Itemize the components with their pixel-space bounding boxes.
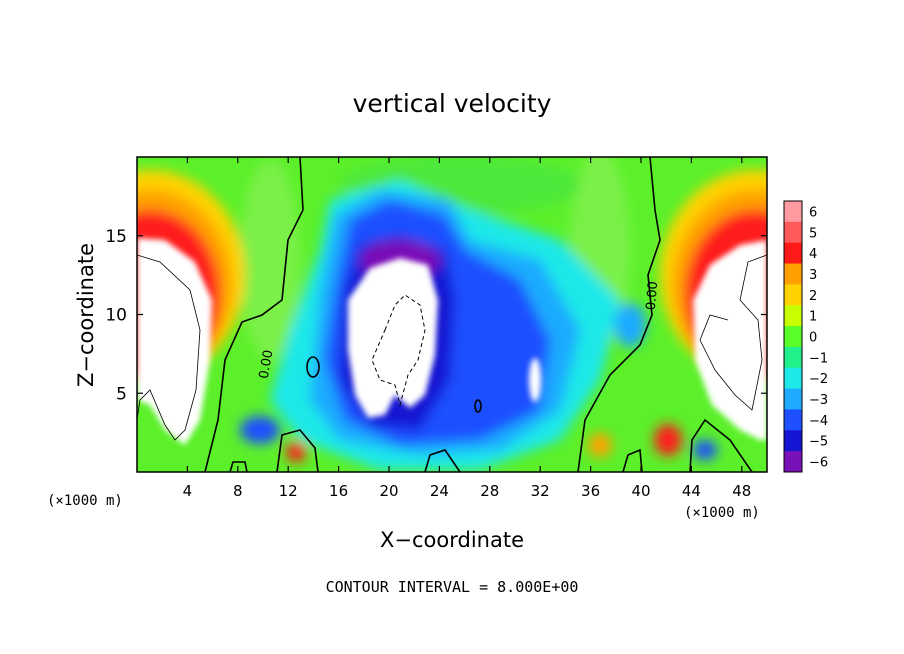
colorbar-swatch — [784, 430, 802, 452]
colorbar-label: 1 — [809, 310, 817, 325]
field-blue-blob — [693, 440, 717, 460]
field-warm-blob — [286, 442, 306, 462]
contour-zero — [306, 356, 320, 378]
field-white-right — [693, 240, 767, 440]
colorbar-label: −2 — [809, 372, 828, 387]
colorbar: 6 5 4 3 2 1 0 −1 −2 −3 −4 −5 −6 — [783, 200, 828, 473]
field-white-left — [137, 238, 212, 445]
y-tick-label: 5 — [116, 384, 127, 404]
heatmap-field — [137, 157, 767, 472]
colorbar-label: −1 — [809, 351, 828, 366]
x-tick-label: 8 — [233, 482, 243, 500]
colorbar-label: 5 — [809, 226, 817, 241]
field-light-band — [240, 160, 300, 360]
colorbar-swatch — [784, 346, 802, 369]
colorbar-swatch — [784, 409, 802, 431]
x-tick-label: 48 — [732, 482, 751, 500]
x-tick-label: 12 — [279, 482, 298, 500]
y-axis-ticks: 5 10 15 — [105, 227, 767, 404]
colorbar-swatch — [784, 305, 802, 327]
colorbar-swatch — [784, 221, 802, 244]
x-tick-label: 32 — [531, 482, 550, 500]
field-white-center — [348, 258, 438, 418]
y-tick-label: 15 — [105, 227, 127, 247]
colorbar-label: 2 — [809, 289, 817, 304]
colorbar-label: −3 — [809, 393, 828, 408]
colorbar-swatch — [784, 201, 802, 223]
y-tick-label: 10 — [105, 306, 127, 326]
field-warm-blob — [654, 424, 682, 456]
contour-lines — [204, 157, 753, 472]
contour-zero — [577, 157, 661, 472]
x-tick-label: 44 — [682, 482, 701, 500]
field-white-streak — [529, 358, 541, 402]
colorbar-label: 4 — [809, 247, 817, 262]
contour-negative — [371, 294, 426, 407]
colorbar-swatch — [784, 284, 802, 306]
colorbar-frame — [783, 200, 803, 473]
contour-zero — [229, 461, 248, 472]
colorbar-label: −6 — [809, 456, 828, 471]
contour-interval-note: CONTOUR INTERVAL = 8.000E+00 — [326, 578, 579, 596]
x-tick-label: 28 — [480, 482, 499, 500]
colorbar-swatch — [784, 263, 802, 285]
contour-zero — [276, 429, 319, 472]
field-warm-blob — [588, 433, 612, 457]
colorbar-label: −4 — [809, 414, 828, 429]
field-blue-blob — [240, 416, 280, 444]
contour-lines-thin — [137, 254, 767, 441]
colorbar-swatch — [784, 367, 802, 390]
x-axis-label: X−coordinate — [380, 528, 524, 552]
x-tick-label: 24 — [430, 482, 449, 500]
field-blue-blob — [614, 303, 646, 347]
colorbar-swatch — [784, 388, 802, 410]
contour-zero — [424, 449, 461, 472]
colorbar-swatch — [784, 242, 802, 265]
colorbar-label: 0 — [809, 331, 817, 346]
contour-label: 0.00 — [257, 349, 277, 380]
x-unit-left: (×1000 m) — [47, 493, 123, 509]
contour-positive — [699, 254, 767, 411]
colorbar-label: −5 — [809, 435, 828, 450]
colorbar-label: 3 — [809, 268, 817, 283]
contour-zero — [204, 157, 304, 472]
contour-zero — [474, 399, 482, 413]
contour-zero — [622, 448, 643, 472]
colorbar-swatch — [784, 326, 802, 348]
colorbar-swatch — [784, 451, 802, 473]
contour-zero — [689, 418, 753, 472]
contour-negative-line — [371, 294, 426, 407]
chart-title: vertical velocity — [353, 89, 552, 118]
x-tick-label: 36 — [581, 482, 600, 500]
contour-positive — [137, 254, 201, 441]
x-tick-label: 20 — [379, 482, 398, 500]
x-axis-ticks: 4 8 12 16 20 24 28 32 36 40 44 48 — [183, 157, 751, 500]
x-tick-label: 4 — [183, 482, 193, 500]
y-axis-label: Z−coordinate — [74, 243, 98, 387]
x-tick-label: 40 — [631, 482, 650, 500]
x-unit-right: (×1000 m) — [684, 505, 760, 521]
x-tick-label: 16 — [329, 482, 348, 500]
contour-label: 0.00 — [644, 281, 661, 311]
colorbar-label: 6 — [809, 205, 817, 220]
